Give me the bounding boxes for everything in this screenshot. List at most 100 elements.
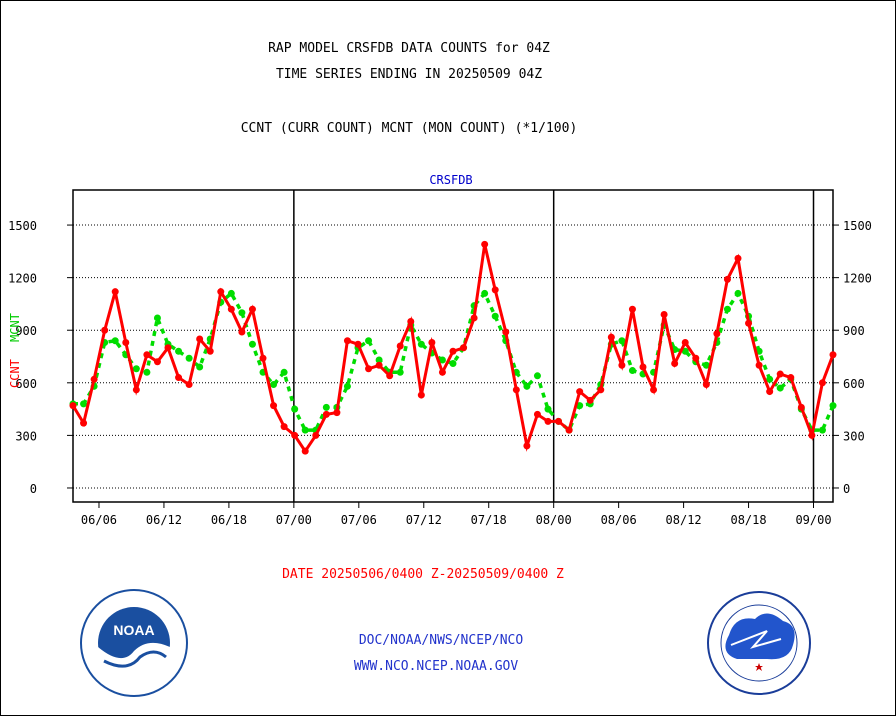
x-tick-label: 08/18 <box>730 513 766 527</box>
y-label-mcnt: MCNT <box>8 313 22 342</box>
y-tick-label: 1500 <box>8 219 37 233</box>
ccnt-point <box>491 286 499 294</box>
x-tick-label: 07/18 <box>471 513 507 527</box>
x-tick-label: 07/06 <box>341 513 377 527</box>
ccnt-point <box>787 374 795 382</box>
mcnt-point <box>291 405 299 413</box>
y-tick-label: 0 <box>30 482 37 496</box>
mcnt-point <box>702 361 710 369</box>
mcnt-point <box>481 289 489 297</box>
ccnt-point <box>238 328 246 336</box>
ccnt-point <box>565 426 573 434</box>
series-ccnt <box>69 240 837 455</box>
ccnt-point <box>829 351 837 359</box>
ccnt-point <box>808 431 816 439</box>
ccnt-point <box>745 319 753 327</box>
ccnt-point <box>512 386 520 394</box>
mcnt-point <box>829 402 837 410</box>
ccnt-point <box>153 358 161 366</box>
ccnt-point <box>755 361 763 369</box>
mcnt-point <box>766 375 774 383</box>
mcnt-point <box>544 405 552 413</box>
mcnt-point <box>628 367 636 375</box>
x-tick-label: 08/00 <box>536 513 572 527</box>
ccnt-point <box>502 328 510 336</box>
ccnt-point <box>776 370 784 378</box>
mcnt-point <box>375 356 383 364</box>
ccnt-line <box>71 243 835 454</box>
ccnt-point <box>544 417 552 425</box>
ccnt-point <box>723 275 731 283</box>
ccnt-point <box>607 333 615 341</box>
ccnt-point <box>111 288 119 296</box>
y-tick-label: 900 <box>15 324 37 338</box>
ccnt-point <box>713 330 721 338</box>
ccnt-point <box>354 340 362 348</box>
panel-title: CRSFDB <box>429 173 472 187</box>
noaa-logo: NOAA <box>80 589 188 697</box>
ccnt-point <box>734 254 742 262</box>
noaa-logo-text: NOAA <box>113 622 154 638</box>
mcnt-point <box>396 368 404 376</box>
x-axis-ticks: 06/06 06/12 06/18 07/00 07/06 07/12 07/18 08/00… <box>81 502 832 527</box>
x-tick-label: 08/12 <box>666 513 702 527</box>
x-tick-label: 06/06 <box>81 513 117 527</box>
mcnt-point <box>365 337 373 345</box>
ccnt-point <box>586 396 594 404</box>
ccnt-point <box>523 442 531 450</box>
ccnt-point <box>576 388 584 396</box>
mcnt-point <box>818 426 826 434</box>
mcnt-point <box>80 400 88 408</box>
ccnt-point <box>343 337 351 345</box>
mcnt-point <box>776 384 784 392</box>
title-line-1: RAP MODEL CRSFDB DATA COUNTS for 04Z <box>268 41 550 56</box>
ccnt-point <box>227 305 235 313</box>
mcnt-point <box>576 402 584 410</box>
ccnt-point <box>428 338 436 346</box>
ccnt-point <box>164 344 172 352</box>
chart-subtitle: CCNT (CURR COUNT) MCNT (MON COUNT) (*1/1… <box>241 121 578 136</box>
ccnt-point <box>628 305 636 313</box>
ccnt-point <box>470 314 478 322</box>
mcnt-point <box>438 356 446 364</box>
ccnt-point <box>396 342 404 350</box>
mcnt-point <box>723 305 731 313</box>
mcnt-point <box>280 368 288 376</box>
title-line-2: TIME SERIES ENDING IN 20250509 04Z <box>276 67 542 82</box>
mcnt-point <box>417 340 425 348</box>
ccnt-point <box>196 335 204 343</box>
ccnt-point <box>175 374 183 382</box>
mcnt-point <box>618 337 626 345</box>
ccnt-point <box>639 363 647 371</box>
mcnt-point <box>238 309 246 317</box>
mcnt-point <box>523 382 531 390</box>
ccnt-point <box>818 379 826 387</box>
mcnt-point <box>248 340 256 348</box>
y-tick-label-right: 900 <box>843 324 865 338</box>
x-tick-label: 07/00 <box>276 513 312 527</box>
ccnt-point <box>365 365 373 373</box>
mcnt-point <box>270 381 278 389</box>
mcnt-point <box>449 360 457 368</box>
ccnt-point <box>692 354 700 362</box>
ccnt-point <box>301 447 309 455</box>
ccnt-point <box>460 344 468 352</box>
ccnt-point <box>597 386 605 394</box>
x-tick-label: 07/12 <box>406 513 442 527</box>
y-label-ccnt: CCNT <box>8 359 22 388</box>
mcnt-point <box>227 289 235 297</box>
y-tick-label-right: 1200 <box>843 272 872 286</box>
ccnt-point <box>291 431 299 439</box>
y-tick-label-right: 1500 <box>843 219 872 233</box>
y-tick-label-right: 600 <box>843 377 865 391</box>
x-tick-label: 06/18 <box>211 513 247 527</box>
ccnt-point <box>407 317 415 325</box>
ccnt-point <box>650 386 658 394</box>
ccnt-point <box>101 326 109 334</box>
ccnt-point <box>259 354 267 362</box>
ccnt-point <box>375 361 383 369</box>
mcnt-point <box>175 347 183 355</box>
mcnt-point <box>185 354 193 362</box>
y-tick-label: 1200 <box>8 272 37 286</box>
